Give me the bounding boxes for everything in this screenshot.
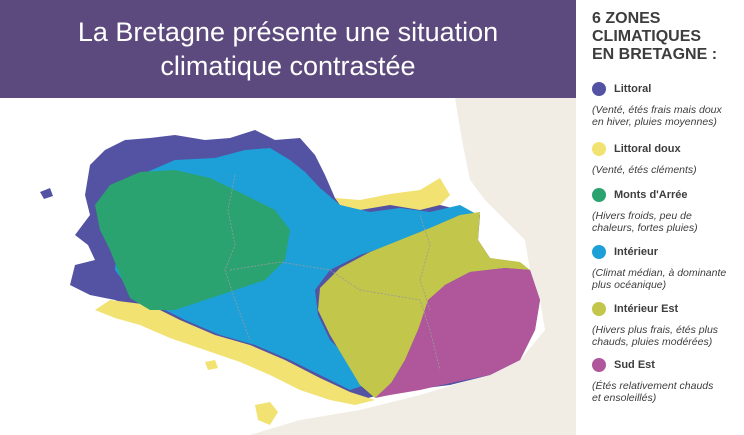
zone-interieur-est	[318, 212, 530, 398]
legend-title-line-2: CLIMATIQUES	[592, 28, 702, 45]
island-groix	[205, 360, 218, 370]
legend-item-interieur-est: Intérieur Est (Hivers plus frais, étés p…	[592, 302, 742, 348]
zone-desc-littoral: (Venté, étés frais mais doux en hiver, p…	[592, 104, 742, 128]
zone-desc-line: chaleurs, fortes pluies)	[592, 222, 698, 234]
zone-desc-monts-d-arree: (Hivers froids, peu de chaleurs, fortes …	[592, 210, 742, 234]
legend-item-interieur: Intérieur (Climat médian, à dominante pl…	[592, 245, 742, 291]
zone-name-littoral: Littoral	[614, 83, 652, 95]
zone-desc-line: plus océanique)	[592, 279, 667, 291]
legend-item-littoral: Littoral (Venté, étés frais mais doux en…	[592, 82, 742, 128]
zone-monts-d-arree	[95, 170, 290, 310]
swatch-sud-est	[592, 358, 606, 372]
zone-desc-line: (Venté, étés cléments)	[592, 164, 697, 176]
swatch-littoral	[592, 82, 606, 96]
legend-panel: 6 ZONES CLIMATIQUES EN BRETAGNE : Littor…	[576, 0, 744, 435]
department-borders	[224, 174, 441, 371]
zone-name-interieur: Intérieur	[614, 246, 659, 258]
brittany-climate-map	[40, 98, 576, 435]
zone-littoral-doux-south	[95, 300, 375, 405]
zone-name-sud-est: Sud Est	[614, 359, 655, 371]
zone-littoral-doux-north	[335, 178, 450, 210]
zone-desc-line: (Hivers plus frais, étés plus	[592, 324, 719, 336]
zone-desc-line: (Étés relativement chauds	[592, 380, 714, 392]
zone-name-monts-d-arree: Monts d'Arrée	[614, 189, 688, 201]
zone-desc-sud-est: (Étés relativement chauds et ensoleillés…	[592, 380, 742, 404]
legend-item-littoral-doux: Littoral doux (Venté, étés cléments)	[592, 142, 742, 176]
legend-title: 6 ZONES CLIMATIQUES EN BRETAGNE :	[592, 10, 742, 64]
swatch-interieur	[592, 245, 606, 259]
zone-desc-line: (Venté, étés frais mais doux	[592, 104, 722, 116]
zone-desc-line: et ensoleillés)	[592, 392, 657, 404]
legend-title-line-3: EN BRETAGNE :	[592, 46, 718, 63]
zone-desc-line: (Climat médian, à dominante	[592, 267, 727, 279]
swatch-littoral-doux	[592, 142, 606, 156]
legend-item-monts-d-arree: Monts d'Arrée (Hivers froids, peu de cha…	[592, 188, 742, 234]
map-area: La Bretagne présente une situation clima…	[0, 0, 576, 435]
swatch-interieur-est	[592, 302, 606, 316]
zone-desc-line: (Hivers froids, peu de	[592, 210, 692, 222]
island-ouessant	[40, 188, 53, 199]
zone-sud-est	[375, 268, 540, 398]
title-line-1: La Bretagne présente une situation	[77, 17, 499, 47]
page-title: La Bretagne présente une situation clima…	[0, 0, 576, 98]
legend-item-sud-est: Sud Est (Étés relativement chauds et ens…	[592, 358, 742, 404]
title-line-2: climatique contrastée	[160, 51, 416, 81]
zone-name-littoral-doux: Littoral doux	[614, 143, 681, 155]
zone-desc-line: chauds, pluies modérées)	[592, 336, 713, 348]
zone-desc-interieur: (Climat médian, à dominante plus océaniq…	[592, 267, 742, 291]
zone-desc-littoral-doux: (Venté, étés cléments)	[592, 164, 742, 176]
swatch-monts-d-arree	[592, 188, 606, 202]
island-belle-ile	[255, 402, 278, 425]
zone-desc-line: en hiver, pluies moyennes)	[592, 116, 717, 128]
zone-desc-interieur-est: (Hivers plus frais, étés plus chauds, pl…	[592, 324, 742, 348]
zone-name-interieur-est: Intérieur Est	[614, 303, 679, 315]
legend-title-line-1: 6 ZONES	[592, 10, 661, 27]
neighbouring-land	[250, 98, 576, 435]
